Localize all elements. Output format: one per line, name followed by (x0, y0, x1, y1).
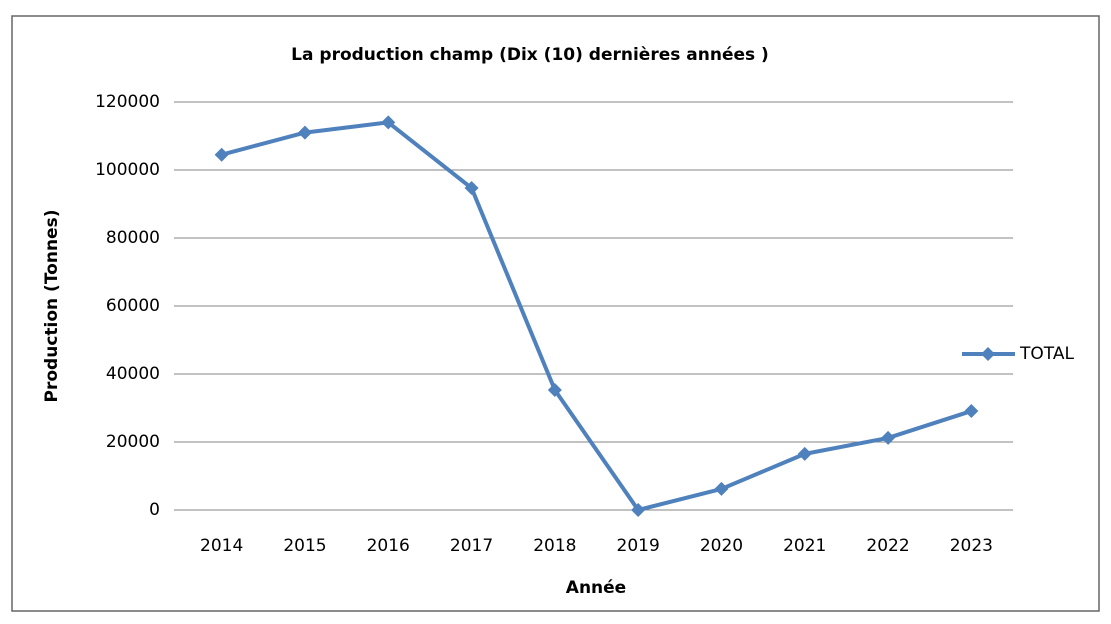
y-tick-label: 100000 (95, 160, 160, 180)
chart-title: La production champ (Dix (10) dernières … (291, 45, 769, 65)
y-tick-label: 0 (149, 500, 160, 520)
legend-marker (981, 347, 995, 361)
line (221, 120, 972, 512)
marker (631, 503, 646, 517)
x-tick-label: 2019 (617, 536, 660, 556)
marker (464, 181, 479, 196)
legend-label: TOTAL (1019, 344, 1074, 364)
marker (714, 481, 729, 496)
x-tick-label: 2014 (200, 536, 243, 556)
x-tick-label: 2015 (283, 536, 326, 556)
chart-border (11, 15, 1100, 612)
x-tick-label: 2016 (367, 536, 410, 556)
marker (547, 382, 562, 397)
x-tick-label: 2022 (866, 536, 909, 556)
y-tick-label: 120000 (95, 92, 160, 112)
x-tick-label: 2020 (700, 536, 743, 556)
marker (964, 404, 979, 419)
marker (881, 430, 896, 445)
y-tick-label: 60000 (106, 296, 160, 316)
x-tick-label: 2021 (783, 536, 826, 556)
y-tick-label: 20000 (106, 432, 160, 452)
y-tick-label: 80000 (106, 228, 160, 248)
y-tick-label: 40000 (106, 364, 160, 384)
marker (214, 147, 229, 162)
marker (797, 446, 812, 461)
x-axis-label: Année (566, 578, 626, 598)
x-tick-label: 2018 (533, 536, 576, 556)
marker (381, 115, 396, 130)
x-tick-label: 2023 (950, 536, 993, 556)
x-tick-label: 2017 (450, 536, 493, 556)
marker (297, 125, 312, 140)
y-axis-label: Production (Tonnes) (42, 210, 62, 403)
